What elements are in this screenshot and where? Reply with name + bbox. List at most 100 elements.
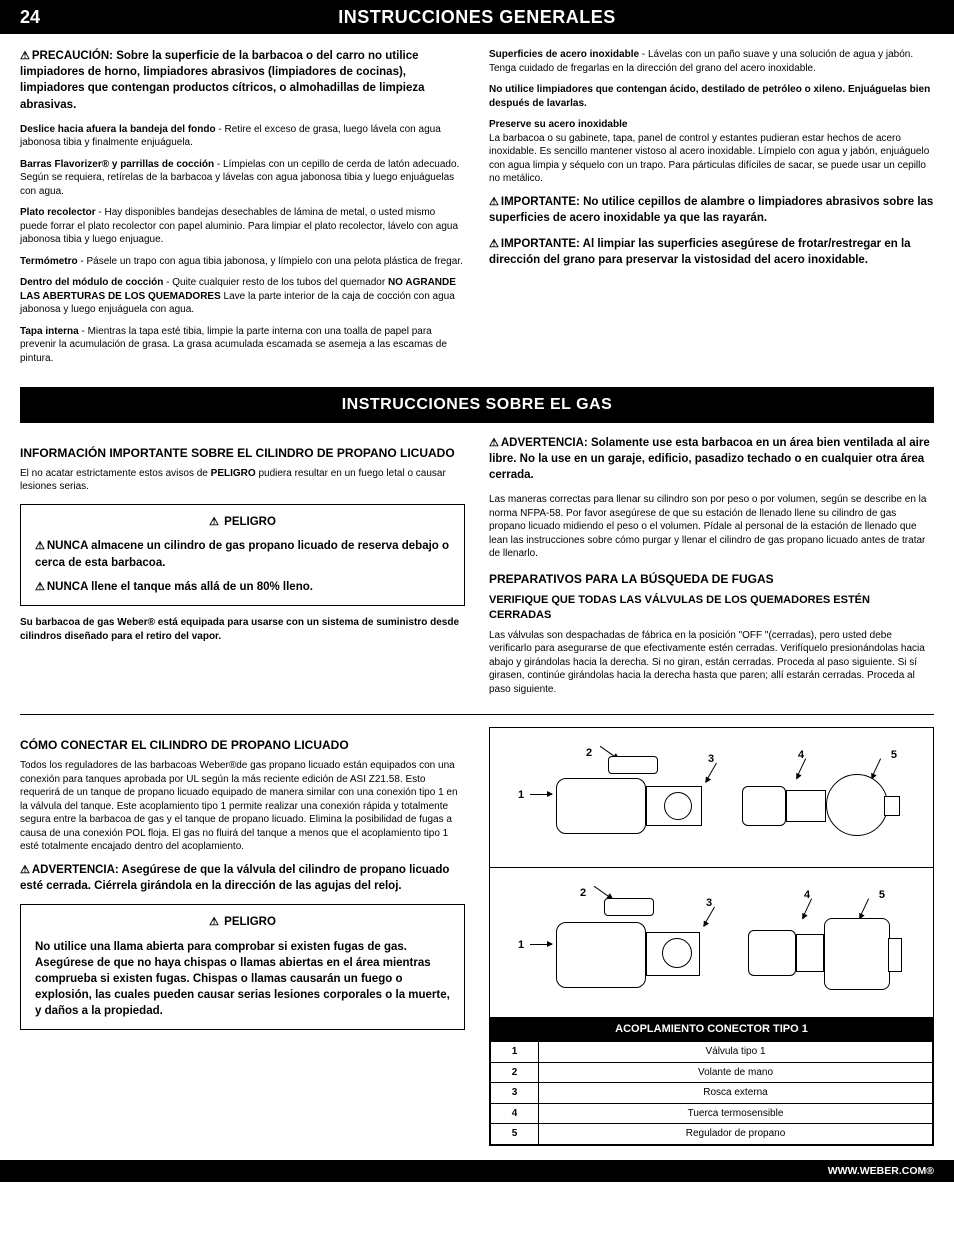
header-bar: 24 INSTRUCCIONES GENERALES	[0, 0, 954, 34]
advertencia-text: ADVERTENCIA: Solamente use esta barbacoa…	[489, 437, 930, 481]
danger-text: No utilice una llama abierta para compro…	[35, 939, 450, 1019]
para-termometro: Termómetro - Pásele un trapo con agua ti…	[20, 255, 465, 269]
diagram-2: 1 2 3 4 5	[490, 868, 933, 1018]
cell-num: 5	[491, 1124, 539, 1145]
col-right: ⚠ADVERTENCIA: Solamente use esta barbaco…	[489, 435, 934, 704]
fig-label-3: 3	[708, 752, 714, 767]
advertencia-valvula: ⚠ADVERTENCIA: Asegúrese de que la válvul…	[20, 862, 465, 894]
para-title: Superficies de acero inoxidable	[489, 49, 639, 60]
arrow-icon	[871, 759, 881, 779]
page-title: INSTRUCCIONES GENERALES	[70, 5, 884, 29]
precaucion-warning: ⚠PRECAUCIÓN: Sobre la superficie de la b…	[20, 48, 465, 113]
para-bandeja: Deslice hacia afuera la bandeja del fond…	[20, 123, 465, 150]
warning-icon: ⚠	[35, 580, 45, 595]
arrow-icon	[530, 944, 552, 945]
table-row: 2Volante de mano	[491, 1062, 933, 1083]
cell-text: Regulador de propano	[539, 1124, 933, 1145]
danger-box-2: ⚠ PELIGRO No utilice una llama abierta p…	[20, 904, 465, 1030]
col-left: INFORMACIÓN IMPORTANTE SOBRE EL CILINDRO…	[20, 435, 465, 704]
para-title: Barras Flavorizer® y parrillas de cocció…	[20, 159, 214, 170]
cell-text: Volante de mano	[539, 1062, 933, 1083]
two-col: CÓMO CONECTAR EL CILINDRO DE PROPANO LIC…	[20, 727, 934, 1145]
nut	[742, 786, 786, 826]
para-flavorizer: Barras Flavorizer® y parrillas de cocció…	[20, 158, 465, 199]
advertencia-area: ⚠ADVERTENCIA: Solamente use esta barbaco…	[489, 435, 934, 484]
page-number: 24	[20, 5, 70, 29]
para-peligro-intro: El no acatar estrictamente estos avisos …	[20, 467, 465, 494]
para-no-acido: No utilice limpiadores que contengan áci…	[489, 83, 934, 110]
warning-icon: ⚠	[489, 436, 499, 451]
danger-box: ⚠ PELIGRO ⚠NUNCA almacene un cilindro de…	[20, 504, 465, 606]
outlet	[884, 796, 900, 816]
connector	[796, 934, 824, 972]
danger-item-2: ⚠NUNCA llene el tanque más allá de un 80…	[35, 579, 450, 595]
cell-text: Rosca externa	[539, 1083, 933, 1104]
para-plato: Plato recolector - Hay disponibles bande…	[20, 206, 465, 247]
danger-text: NUNCA llene el tanque más allá de un 80%…	[47, 581, 313, 593]
col-left: CÓMO CONECTAR EL CILINDRO DE PROPANO LIC…	[20, 727, 465, 1145]
page: 24 INSTRUCCIONES GENERALES ⚠PRECAUCIÓN: …	[0, 0, 954, 1202]
schematic: 1 2 3 4 5	[508, 742, 915, 853]
importante-text: IMPORTANTE: Al limpiar las superficies a…	[489, 238, 911, 266]
para-reguladores: Todos los reguladores de las barbacoas W…	[20, 759, 465, 854]
warning-icon: ⚠	[35, 539, 45, 554]
table-row: 3Rosca externa	[491, 1083, 933, 1104]
figure-acoplamiento: 1 2 3 4 5	[489, 727, 934, 1145]
para-body: - Mientras la tapa esté tibia, limpie la…	[20, 326, 447, 364]
fig-label-5: 5	[891, 748, 897, 763]
danger-title: ⚠ PELIGRO	[35, 515, 450, 531]
para-body: - Quite cualquier resto de los tubos del…	[163, 277, 388, 288]
col-right: 1 2 3 4 5	[489, 727, 934, 1145]
table-row: 5Regulador de propano	[491, 1124, 933, 1145]
two-col: ⚠PRECAUCIÓN: Sobre la superficie de la b…	[20, 48, 934, 373]
diagram-1: 1 2 3 4 5	[490, 728, 933, 868]
fig-label-1: 1	[518, 938, 524, 953]
nut	[748, 930, 796, 976]
handwheel	[608, 756, 658, 774]
danger-label: PELIGRO	[224, 916, 276, 928]
para-title: Deslice hacia afuera la bandeja del fond…	[20, 124, 216, 135]
importante-1: ⚠IMPORTANTE: No utilice cepillos de alam…	[489, 194, 934, 226]
arrow-icon	[530, 794, 552, 795]
heading-verifique: VERIFIQUE QUE TODAS LAS VÁLVULAS DE LOS …	[489, 593, 934, 623]
cell-num: 4	[491, 1103, 539, 1124]
bold: PELIGRO	[211, 468, 256, 479]
fig-label-3: 3	[706, 896, 712, 911]
warning-icon: ⚠	[489, 195, 499, 210]
section-gas-title: INSTRUCCIONES SOBRE EL GAS	[20, 387, 934, 423]
col-left: ⚠PRECAUCIÓN: Sobre la superficie de la b…	[20, 48, 465, 373]
para-title: Termómetro	[20, 256, 78, 267]
divider	[20, 714, 934, 715]
para-preserve: Preserve su acero inoxidableLa barbacoa …	[489, 118, 934, 186]
para-llenado: Las maneras correctas para llenar su cil…	[489, 493, 934, 561]
valve-body	[556, 922, 646, 988]
danger-text: NUNCA almacene un cilindro de gas propan…	[35, 540, 449, 568]
outlet	[888, 938, 902, 972]
fig-label-2: 2	[580, 886, 586, 901]
text: El no acatar estrictamente estos avisos …	[20, 468, 211, 479]
para-title: Tapa interna	[20, 326, 79, 337]
parts-table: 1Válvula tipo 1 2Volante de mano 3Rosca …	[490, 1041, 933, 1145]
cell-num: 3	[491, 1083, 539, 1104]
schematic: 1 2 3 4 5	[508, 882, 915, 1003]
fig-label-2: 2	[586, 746, 592, 761]
two-col: INFORMACIÓN IMPORTANTE SOBRE EL CILINDRO…	[20, 435, 934, 704]
cell-text: Válvula tipo 1	[539, 1042, 933, 1063]
warning-icon: ⚠	[20, 49, 30, 64]
connector	[786, 790, 826, 822]
para-modulo: Dentro del módulo de cocción - Quite cua…	[20, 276, 465, 317]
danger-title: ⚠ PELIGRO	[35, 915, 450, 931]
para-superficies: Superficies de acero inoxidable - Lávela…	[489, 48, 934, 75]
cell-text: Tuerca termosensible	[539, 1103, 933, 1124]
cell-num: 1	[491, 1042, 539, 1063]
valve-body	[556, 778, 646, 834]
para-title: Plato recolector	[20, 207, 96, 218]
para-title: Dentro del módulo de cocción	[20, 277, 163, 288]
precaucion-text: PRECAUCIÓN: Sobre la superficie de la ba…	[20, 50, 425, 111]
handwheel	[604, 898, 654, 916]
para-valvulas: Las válvulas son despachadas de fábrica …	[489, 629, 934, 697]
table-row: 4Tuerca termosensible	[491, 1103, 933, 1124]
warning-icon: ⚠	[20, 863, 30, 878]
table-row: 1Válvula tipo 1	[491, 1042, 933, 1063]
section-general-body: ⚠PRECAUCIÓN: Sobre la superficie de la b…	[0, 34, 954, 373]
